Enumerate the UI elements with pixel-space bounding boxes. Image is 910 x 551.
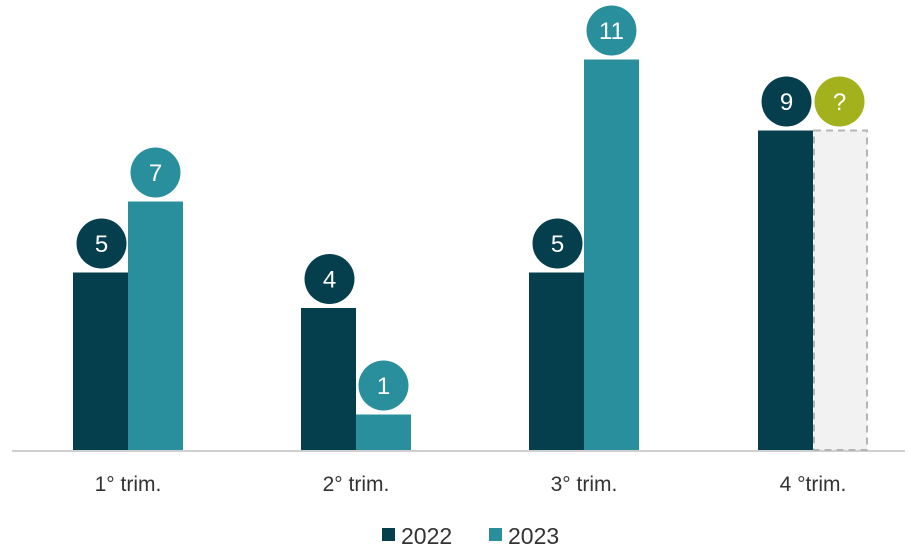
- x-tick-label-q3: 3° trim.: [551, 473, 618, 496]
- bar-2023-q1: [128, 201, 183, 450]
- data-label-2022-q2: 4: [323, 267, 336, 294]
- x-tick-label-q1: 1° trim.: [95, 473, 162, 496]
- data-label-2023-q2: 1: [377, 373, 390, 400]
- data-label-2023-q4-bubble: [814, 76, 865, 127]
- data-label-2022-q3: 5: [551, 231, 564, 258]
- data-label-2022-q2-bubble: [304, 254, 355, 304]
- bar-2022-q3: [529, 272, 584, 450]
- data-label-2023-q2-bubble: [358, 360, 409, 411]
- bar-2023-q2: [356, 414, 411, 450]
- data-label-2023-q1: 7: [149, 160, 162, 187]
- data-label-2022-q4: 9: [780, 89, 793, 116]
- data-label-2023-q3-bubble: [586, 5, 637, 56]
- legend-label-2022: 2022: [401, 523, 452, 546]
- bars-layer: [73, 59, 868, 451]
- data-label-2023-q1-bubble: [130, 147, 181, 198]
- data-labels-layer: 5 7 4 1 5 11 9?: [76, 5, 865, 411]
- x-tick-labels: 1° trim. 2° trim. 3° trim. 4 °trim.: [95, 473, 847, 496]
- x-tick-label-q4: 4 °trim.: [780, 473, 847, 496]
- data-label-2023-q3: 11: [599, 18, 624, 45]
- bar-2023-q4-placeholder: [813, 129, 868, 451]
- legend: 2022 2023: [382, 523, 559, 549]
- data-label-2022-q1-bubble: [76, 218, 127, 269]
- bar-2022-q4: [758, 130, 813, 450]
- bar-2022-q2: [301, 308, 356, 450]
- data-label-2022-q3-bubble: [532, 218, 583, 269]
- bar-2023-q3: [584, 59, 639, 450]
- data-label-2022-q4-bubble: [761, 76, 812, 127]
- data-label-2022-q1: 5: [95, 231, 108, 258]
- data-label-2023-q4: ?: [833, 89, 846, 116]
- x-tick-label-q2: 2° trim.: [323, 473, 390, 496]
- legend-swatch-2022: [382, 528, 395, 541]
- bar-2022-q1: [73, 272, 128, 450]
- legend-label-2023: 2023: [508, 523, 559, 546]
- legend-swatch-2023: [489, 528, 502, 541]
